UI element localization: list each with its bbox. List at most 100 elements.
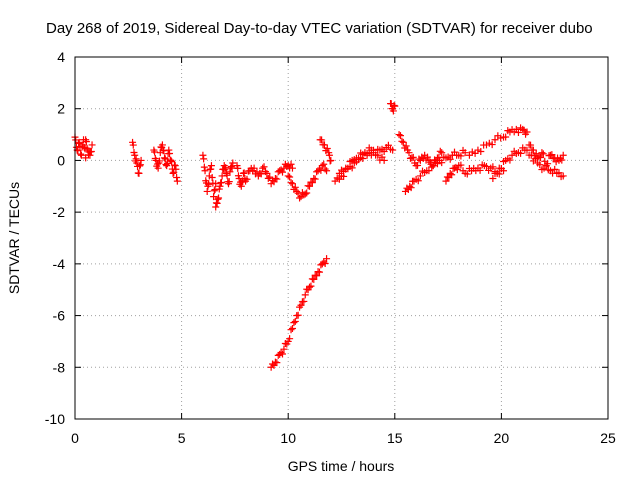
data-point-marker <box>172 165 180 173</box>
data-point-marker <box>551 165 559 173</box>
data-point-marker <box>489 175 497 183</box>
data-point-marker <box>406 182 414 190</box>
data-point-marker <box>352 158 360 166</box>
data-point-marker <box>461 149 469 157</box>
y-tick-label: -6 <box>53 308 66 324</box>
data-point-marker <box>463 170 471 178</box>
data-point-marker <box>321 165 329 173</box>
data-point-marker <box>166 150 174 158</box>
data-point-marker <box>414 177 422 185</box>
data-point-marker <box>477 147 485 155</box>
data-point-marker <box>287 326 295 334</box>
data-point-marker <box>217 178 225 186</box>
data-point-marker <box>215 194 223 202</box>
data-point-marker <box>205 180 213 188</box>
data-point-marker <box>446 155 454 163</box>
data-point-marker <box>457 152 465 160</box>
data-point-marker <box>296 194 304 202</box>
data-point-marker <box>286 173 294 181</box>
data-point-marker <box>165 146 173 154</box>
data-point-marker <box>136 162 144 170</box>
data-point-marker <box>438 159 446 167</box>
data-point-marker <box>527 141 535 149</box>
data-point-marker <box>398 137 406 145</box>
data-point-marker <box>286 335 294 343</box>
data-point-marker <box>154 164 162 172</box>
data-point-marker <box>396 132 404 140</box>
data-point-marker <box>226 168 234 176</box>
data-point-marker <box>229 159 237 167</box>
data-point-marker <box>308 179 316 187</box>
data-point-marker <box>536 161 544 169</box>
data-point-marker <box>502 133 510 141</box>
data-point-marker <box>476 166 484 174</box>
data-point-marker <box>488 141 496 149</box>
data-point-marker <box>390 101 398 109</box>
data-point-marker <box>407 184 415 192</box>
data-point-marker <box>291 183 299 191</box>
data-point-marker <box>293 187 301 195</box>
y-tick-label: 2 <box>57 101 65 117</box>
data-point-marker <box>482 162 490 170</box>
data-point-marker <box>559 151 567 159</box>
data-point-marker <box>374 151 382 159</box>
y-tick-label: -10 <box>45 411 65 427</box>
data-point-marker <box>310 275 318 283</box>
data-point-marker <box>273 175 281 183</box>
data-point-marker <box>279 350 287 358</box>
axis-ticks: 0 5 10 15 20 25 -10 -8 -6 -4 -2 0 2 4 <box>45 49 616 446</box>
data-point-marker <box>280 345 288 353</box>
data-point-marker <box>438 149 446 157</box>
data-point-marker <box>355 154 363 162</box>
data-point-marker <box>300 297 308 305</box>
data-point-marker <box>297 301 305 309</box>
data-point-marker <box>453 166 461 174</box>
data-point-marker <box>538 149 546 157</box>
data-point-marker <box>169 169 177 177</box>
data-point-marker <box>171 162 179 170</box>
data-point-marker <box>288 180 296 188</box>
data-point-marker <box>218 172 226 180</box>
data-point-marker <box>288 164 296 172</box>
data-point-marker <box>208 173 216 181</box>
data-point-marker <box>519 125 527 133</box>
data-point-marker <box>491 136 499 144</box>
data-point-marker <box>301 190 309 198</box>
data-point-marker <box>273 359 281 367</box>
data-point-marker <box>399 138 407 146</box>
y-tick-label: 0 <box>57 152 65 168</box>
data-point-marker <box>203 187 211 195</box>
data-point-marker <box>216 182 224 190</box>
data-point-marker <box>517 149 525 157</box>
data-point-marker <box>131 151 139 159</box>
data-point-marker <box>87 147 95 155</box>
data-point-marker <box>389 107 397 115</box>
data-point-marker <box>380 147 388 155</box>
data-point-marker <box>243 175 251 183</box>
data-point-marker <box>536 153 544 161</box>
data-point-marker <box>448 171 456 179</box>
data-point-marker <box>227 162 235 170</box>
data-point-marker <box>290 319 298 327</box>
data-point-marker <box>162 161 170 169</box>
y-tick-label: -4 <box>53 256 66 272</box>
data-point-marker <box>173 177 181 185</box>
data-point-marker <box>75 139 83 147</box>
data-point-marker <box>82 138 90 146</box>
data-point-marker <box>214 195 222 203</box>
data-point-marker <box>210 187 218 195</box>
data-point-marker <box>315 268 323 276</box>
data-point-marker <box>279 168 287 176</box>
data-point-marker <box>489 163 497 171</box>
data-point-marker <box>132 155 140 163</box>
x-tick-label: 5 <box>178 430 186 446</box>
data-point-marker <box>514 129 522 137</box>
data-point-marker <box>210 193 218 201</box>
data-point-marker <box>323 145 331 153</box>
data-point-marker <box>529 146 537 154</box>
data-point-marker <box>137 156 145 164</box>
data-point-marker <box>212 203 220 211</box>
data-point-marker <box>306 283 314 291</box>
data-point-marker <box>558 156 566 164</box>
data-point-marker <box>325 151 333 159</box>
